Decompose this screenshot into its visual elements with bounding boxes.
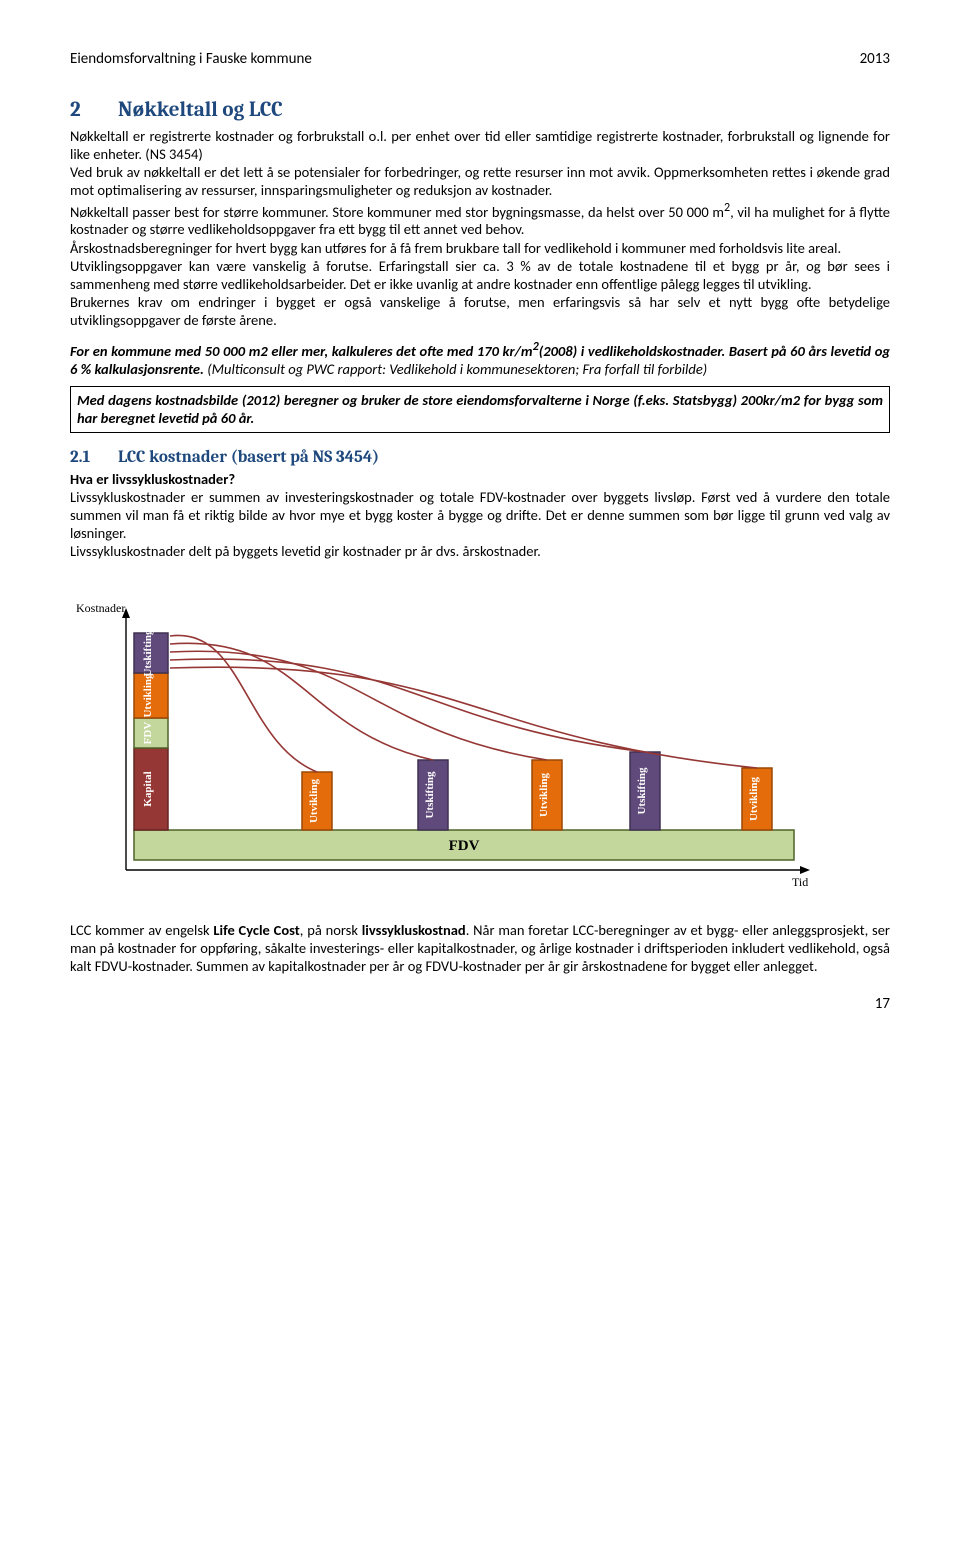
page-number: 17 — [70, 995, 890, 1014]
section-2-number: 2 — [70, 97, 118, 123]
section-21-body: Livssykluskostnader er summen av investe… — [70, 488, 890, 561]
section-21-title: LCC kostnader (basert på NS 3454) — [118, 448, 379, 467]
lcc-svg: KostnaderTidFDVUtviklingUtskiftingUtvikl… — [70, 578, 810, 888]
svg-text:Utskifting: Utskifting — [636, 767, 648, 815]
svg-text:Kapital: Kapital — [142, 772, 154, 807]
section-21-number: 2.1 — [70, 447, 118, 468]
svg-text:Utvikling: Utvikling — [308, 779, 320, 824]
s2-p2: Ved bruk av nøkkeltall er det lett å se … — [70, 163, 890, 199]
s21-p1: Livssykluskostnader er summen av investe… — [70, 488, 890, 542]
s2-p3: Nøkkeltall passer best for større kommun… — [70, 200, 890, 239]
header-title: Eiendomsforvaltning i Fauske kommune — [70, 50, 312, 69]
closing-paragraph: LCC kommer av engelsk Life Cycle Cost, p… — [70, 921, 890, 975]
svg-text:Utskifting: Utskifting — [142, 629, 154, 677]
s2-p1: Nøkkeltall er registrerte kostnader og f… — [70, 127, 890, 163]
section-21-heading: 2.1LCC kostnader (basert på NS 3454) — [70, 447, 890, 468]
svg-text:FDV: FDV — [142, 722, 154, 745]
s2-p6: Brukernes krav om endringer i bygget er … — [70, 293, 890, 329]
s21-p2: Livssykluskostnader delt på byggets leve… — [70, 542, 890, 560]
svg-text:Utskifting: Utskifting — [424, 771, 436, 819]
svg-text:Utvikling: Utvikling — [142, 673, 154, 718]
s2-p5: Utviklingsoppgaver kan være vanskelig å … — [70, 257, 890, 293]
svg-text:Kostnader: Kostnader — [76, 601, 125, 615]
page-header: Eiendomsforvaltning i Fauske kommune 201… — [70, 50, 890, 69]
section-2-title: Nøkkeltall og LCC — [118, 98, 283, 122]
section-2-body: Nøkkeltall er registrerte kostnader og f… — [70, 127, 890, 329]
svg-text:FDV: FDV — [449, 838, 480, 854]
section-2-heading: 2Nøkkeltall og LCC — [70, 97, 890, 123]
svg-text:Utvikling: Utvikling — [538, 773, 550, 818]
s2-p4: Årskostnadsberegninger for hvert bygg ka… — [70, 239, 890, 257]
svg-text:Tid: Tid — [792, 875, 808, 888]
svg-text:Utvikling: Utvikling — [748, 777, 760, 822]
header-year: 2013 — [860, 50, 890, 69]
s21-subhead: Hva er livssykluskostnader? — [70, 470, 890, 488]
lcc-chart: KostnaderTidFDVUtviklingUtskiftingUtvikl… — [70, 578, 890, 892]
s2-emphasis: For en kommune med 50 000 m2 eller mer, … — [70, 339, 890, 378]
callout-box: Med dagens kostnadsbilde (2012) beregner… — [70, 386, 890, 432]
